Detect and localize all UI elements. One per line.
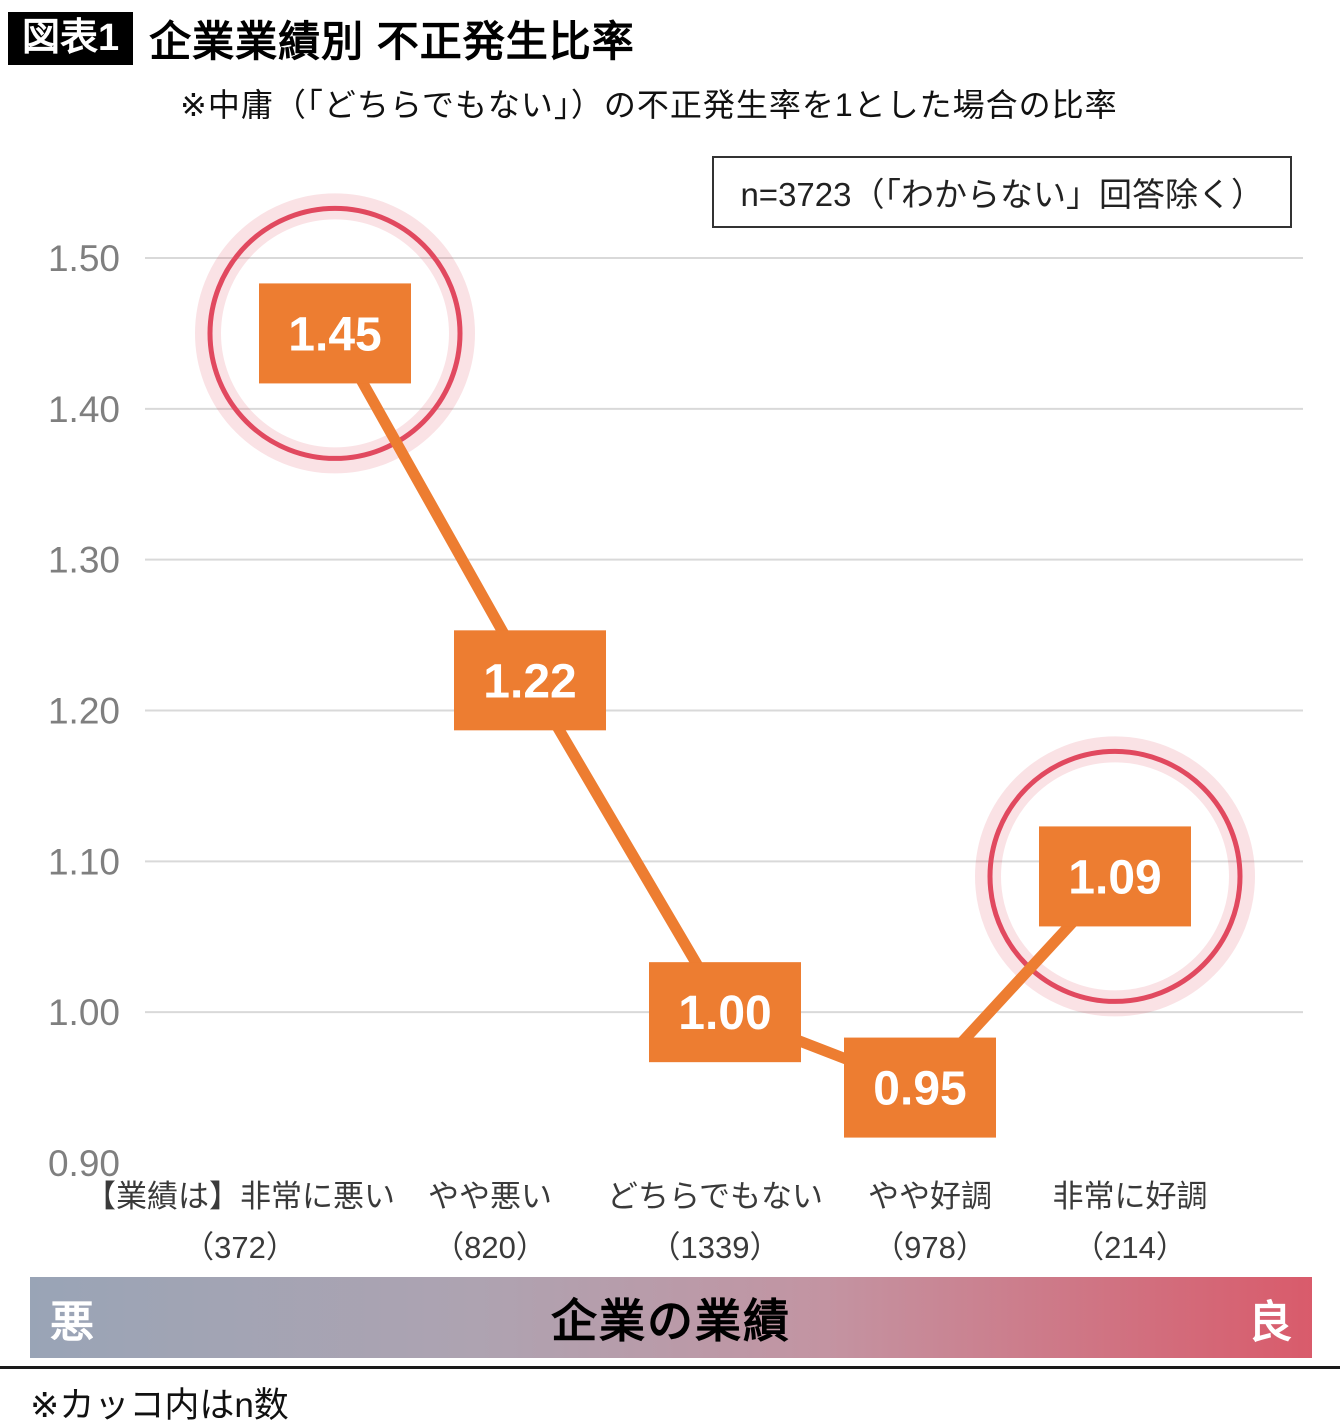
- figure-subtitle: ※中庸（「どちらでもない」）の不正発生率を1とした場合の比率: [180, 87, 1118, 123]
- x-category-count: （820）: [433, 1230, 547, 1265]
- x-category-label: やや悪い: [428, 1179, 552, 1214]
- x-category-count: （372）: [183, 1230, 297, 1265]
- x-category-label: どちらでもない: [607, 1179, 823, 1214]
- y-axis-tick-label: 1.00: [48, 992, 120, 1033]
- sample-size-box: n=3723（「わからない」回答除く）: [712, 156, 1292, 228]
- footer-note: ※カッコ内はn数: [0, 1366, 1340, 1423]
- x-axis-bad-label: 悪: [50, 1297, 94, 1347]
- data-label-box: [1039, 826, 1191, 927]
- x-category-label: 【業績は】非常に悪い: [85, 1179, 395, 1214]
- data-label-value: 1.09: [1068, 851, 1161, 904]
- data-label-value: 1.00: [678, 987, 771, 1040]
- data-label-value: 1.45: [288, 308, 381, 361]
- data-label-box: [844, 1037, 996, 1138]
- x-category-label: 非常に好調: [1053, 1179, 1208, 1214]
- x-category-label: やや好調: [868, 1179, 992, 1214]
- highlight-circle: [207, 205, 463, 461]
- data-label-box: [454, 630, 606, 731]
- figure-title: 企業業績別 不正発生比率: [149, 18, 635, 65]
- y-axis-tick-label: 1.20: [48, 691, 120, 732]
- data-label-value: 1.22: [483, 655, 576, 708]
- highlight-circle: [987, 748, 1243, 1004]
- x-axis-title: 企業の業績: [551, 1294, 791, 1347]
- figure-number-badge: 図表1: [8, 11, 134, 66]
- x-axis-good-label: 良: [1248, 1297, 1292, 1347]
- figure-header: 図表1 企業業績別 不正発生比率: [8, 8, 635, 69]
- y-axis-tick-label: 1.30: [48, 540, 120, 581]
- x-category-count: （978）: [873, 1230, 987, 1265]
- data-label-box: [649, 962, 801, 1063]
- y-axis-tick-label: 1.40: [48, 389, 120, 430]
- x-category-count: （1339）: [650, 1230, 781, 1265]
- y-axis-tick-label: 1.10: [48, 841, 120, 882]
- x-category-count: （214）: [1073, 1230, 1187, 1265]
- data-label-value: 0.95: [873, 1063, 966, 1116]
- y-axis-tick-label: 0.90: [48, 1143, 120, 1184]
- data-label-box: [259, 283, 411, 384]
- x-axis-gradient-bar: 悪 企業の業績 良: [30, 1277, 1312, 1358]
- y-axis-tick-label: 1.50: [48, 238, 120, 279]
